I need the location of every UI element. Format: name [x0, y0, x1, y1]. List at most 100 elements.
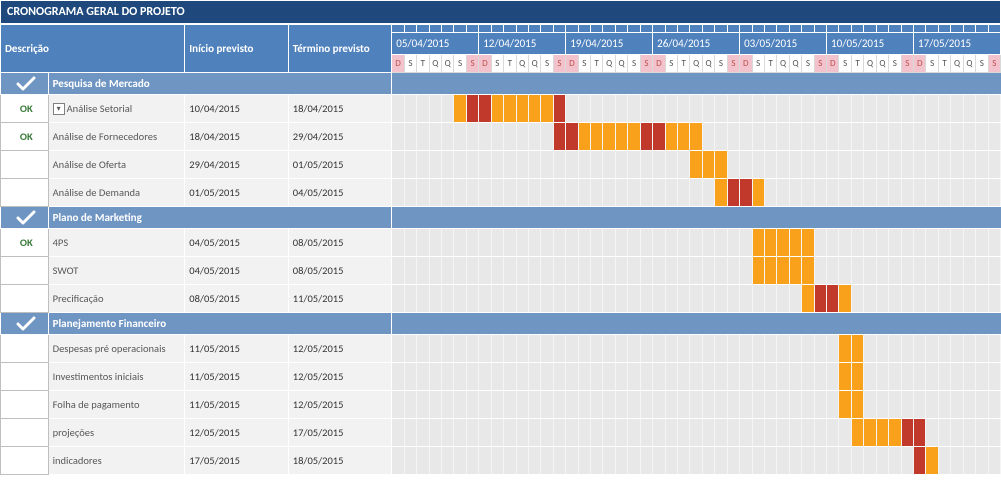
- status-cell[interactable]: OK: [1, 123, 49, 151]
- gantt-cell: [541, 419, 553, 447]
- gantt-cell: [628, 447, 640, 475]
- gantt-cell: [864, 151, 876, 179]
- gantt-cell: [553, 257, 565, 285]
- task-desc[interactable]: 4PS: [48, 229, 185, 257]
- gantt-cell: [504, 151, 516, 179]
- status-cell[interactable]: OK: [1, 229, 49, 257]
- gantt-cell: [404, 391, 416, 419]
- day-header: T: [591, 55, 603, 73]
- gantt-cell: [839, 419, 851, 447]
- dropdown-icon[interactable]: ▾: [53, 103, 65, 115]
- day-header: Q: [615, 55, 627, 73]
- gantt-cell: [702, 363, 714, 391]
- status-cell[interactable]: [1, 151, 49, 179]
- gantt-cell: [802, 419, 814, 447]
- gantt-cell: [951, 257, 963, 285]
- status-cell[interactable]: [1, 285, 49, 313]
- gantt-cell: [516, 335, 528, 363]
- gantt-cell: [864, 179, 876, 207]
- task-desc[interactable]: ▾Análise Setorial: [48, 95, 185, 123]
- gantt-cell: [504, 179, 516, 207]
- gantt-cell: [615, 335, 627, 363]
- task-desc[interactable]: Despesas pré operacionais: [48, 335, 185, 363]
- gantt-cell: [677, 363, 689, 391]
- gantt-cell: [677, 335, 689, 363]
- status-cell[interactable]: [1, 447, 49, 475]
- gantt-cell: [566, 363, 578, 391]
- gantt-cell: [827, 123, 839, 151]
- gantt-cell: [615, 419, 627, 447]
- gantt-cell: [615, 229, 627, 257]
- gantt-cell: [541, 257, 553, 285]
- gantt-cell: [740, 391, 752, 419]
- gantt-cell: [690, 95, 702, 123]
- task-desc[interactable]: Folha de pagamento: [48, 391, 185, 419]
- gantt-cell: [429, 151, 441, 179]
- status-cell[interactable]: [1, 335, 49, 363]
- gantt-cell: [541, 123, 553, 151]
- gantt-cell: [441, 285, 453, 313]
- gantt-cell: [628, 335, 640, 363]
- col-end-header: Término previsto: [288, 25, 392, 73]
- gantt-cell: [764, 447, 776, 475]
- day-header: D: [740, 55, 752, 73]
- task-desc[interactable]: projeções: [48, 419, 185, 447]
- day-header: D: [914, 55, 926, 73]
- gantt-cell: [702, 285, 714, 313]
- gantt-cell: [417, 151, 429, 179]
- gantt-cell: [553, 335, 565, 363]
- status-cell[interactable]: [1, 419, 49, 447]
- gantt-cell: [578, 123, 590, 151]
- gantt-cell: [951, 419, 963, 447]
- gantt-cell: [802, 95, 814, 123]
- gantt-cell: [466, 363, 478, 391]
- task-desc[interactable]: Análise de Fornecedores: [48, 123, 185, 151]
- gantt-cell: [914, 447, 926, 475]
- gantt-cell: [839, 363, 851, 391]
- task-desc[interactable]: SWOT: [48, 257, 185, 285]
- task-desc[interactable]: Investimentos iniciais: [48, 363, 185, 391]
- gantt-cell: [504, 335, 516, 363]
- status-cell[interactable]: [1, 363, 49, 391]
- gantt-cell: [777, 447, 789, 475]
- gantt-cell: [752, 363, 764, 391]
- gantt-cell: [914, 257, 926, 285]
- gantt-cell: [640, 257, 652, 285]
- gantt-cell: [951, 95, 963, 123]
- gantt-cell: [702, 257, 714, 285]
- day-header: Q: [789, 55, 801, 73]
- gantt-cell: [802, 229, 814, 257]
- task-start: 17/05/2015: [185, 447, 289, 475]
- week-header: 12/04/2015: [479, 33, 566, 55]
- gantt-cell: [802, 257, 814, 285]
- gantt-cell: [764, 151, 776, 179]
- gantt-cell: [566, 95, 578, 123]
- gantt-cell: [963, 95, 975, 123]
- gantt-cell: [938, 95, 950, 123]
- status-cell[interactable]: OK: [1, 95, 49, 123]
- gantt-cell: [516, 257, 528, 285]
- gantt-cell: [392, 151, 404, 179]
- gantt-cell: [851, 419, 863, 447]
- task-desc[interactable]: Análise de Demanda: [48, 179, 185, 207]
- gantt-cell: [628, 123, 640, 151]
- task-start: 04/05/2015: [185, 257, 289, 285]
- gantt-cell: [976, 95, 988, 123]
- task-desc[interactable]: indicadores: [48, 447, 185, 475]
- task-desc[interactable]: Precificação: [48, 285, 185, 313]
- gantt-cell: [640, 419, 652, 447]
- status-cell[interactable]: [1, 179, 49, 207]
- gantt-cell: [789, 447, 801, 475]
- task-desc[interactable]: Análise de Oferta: [48, 151, 185, 179]
- gantt-cell: [690, 363, 702, 391]
- gantt-cell: [591, 335, 603, 363]
- status-cell[interactable]: [1, 257, 49, 285]
- gantt-cell: [466, 335, 478, 363]
- gantt-cell: [715, 151, 727, 179]
- gantt-cell: [702, 123, 714, 151]
- day-header: S: [988, 55, 1000, 73]
- gantt-cell: [827, 285, 839, 313]
- status-cell[interactable]: [1, 391, 49, 419]
- gantt-cell: [665, 363, 677, 391]
- gantt-cell: [541, 447, 553, 475]
